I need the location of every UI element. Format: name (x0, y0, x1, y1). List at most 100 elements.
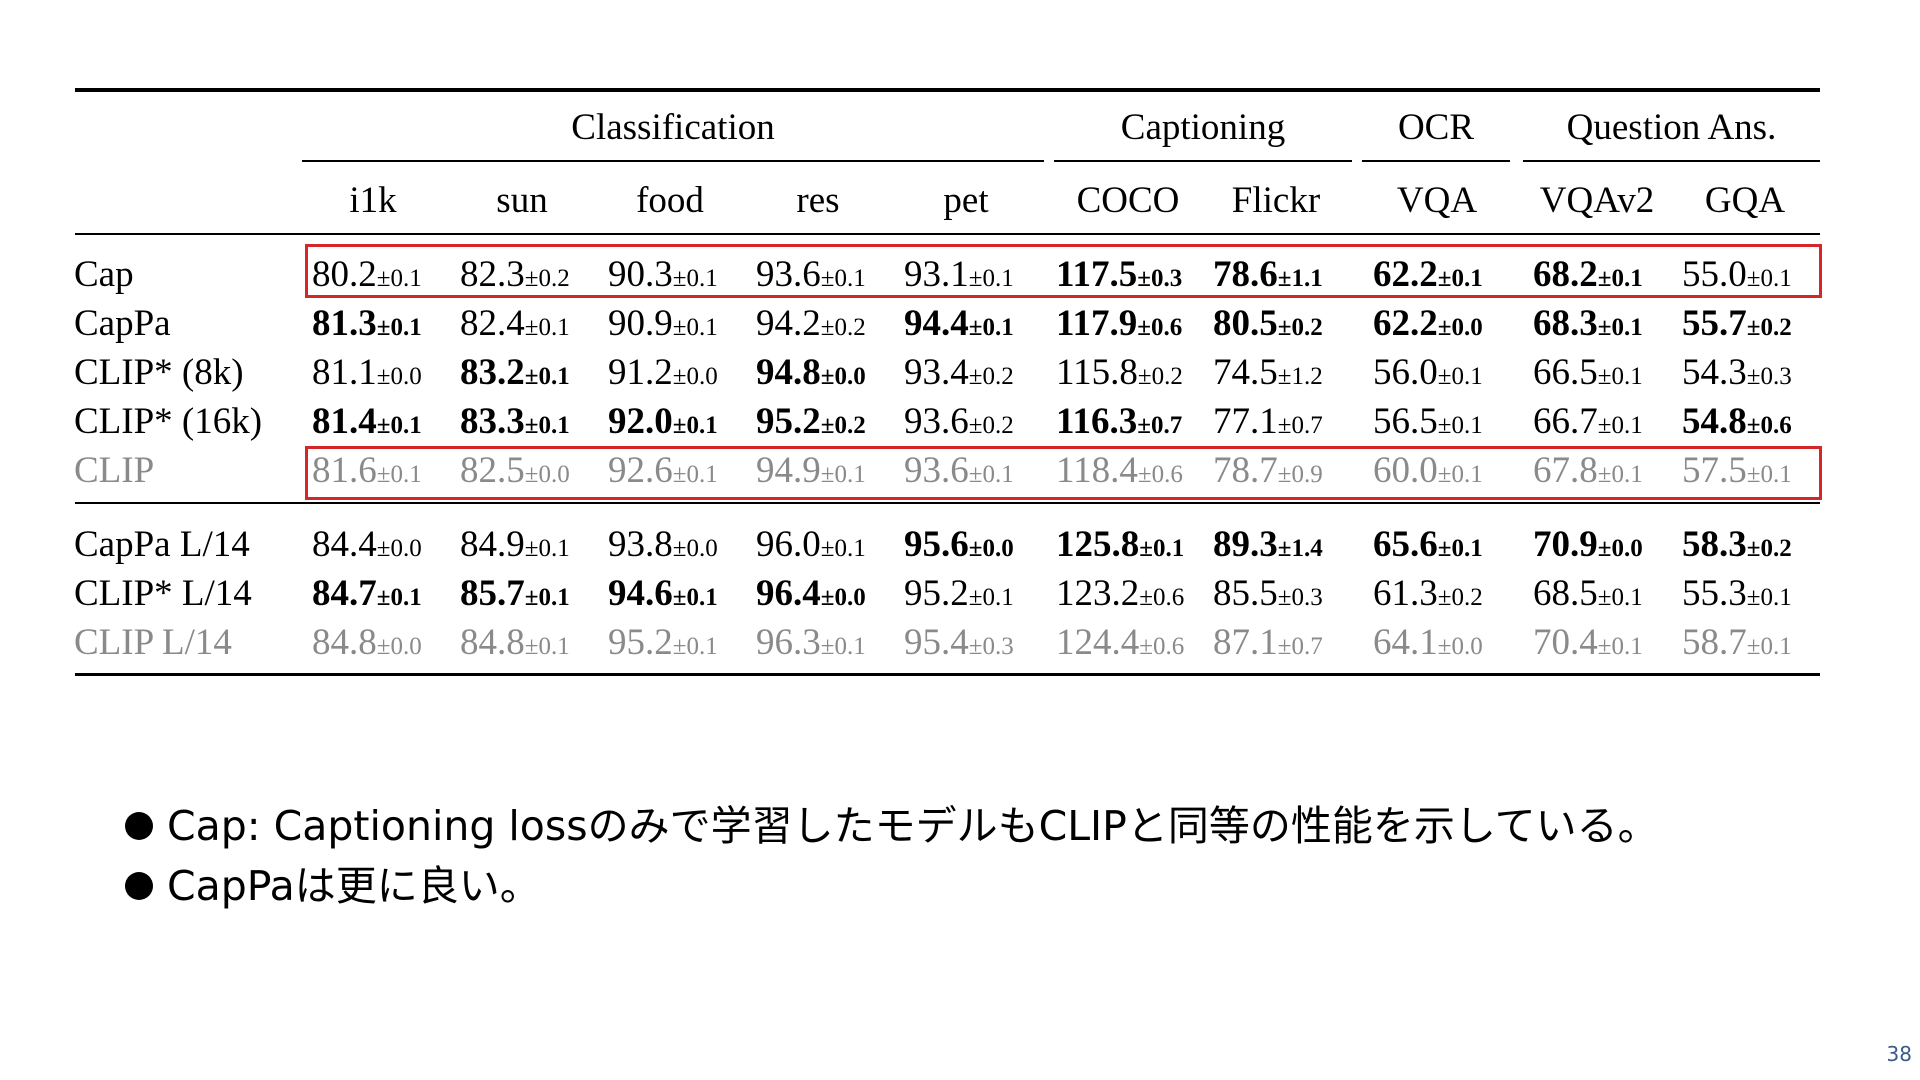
column-header-pet: pet (943, 180, 989, 221)
cell-std: ±0.1 (968, 314, 1014, 341)
table-cell: 95.2±0.1 (608, 622, 718, 668)
group-underline-question-ans (1523, 160, 1820, 162)
cell-value: 56.0 (1373, 352, 1438, 393)
table-cell: 64.1±0.0 (1373, 622, 1483, 668)
table-cell: 84.8±0.0 (312, 622, 422, 668)
bullet-text: CapPaは更に良い。 (167, 862, 541, 910)
table-cell: 81.6±0.1 (312, 450, 422, 496)
table-cell: 77.1±0.7 (1213, 401, 1323, 447)
cell-value: 91.2 (608, 352, 673, 393)
cell-std: ±0.1 (1746, 584, 1792, 611)
cell-std: ±0.6 (1139, 633, 1185, 660)
table-cell: 95.2±0.2 (756, 401, 866, 447)
cell-std: ±0.1 (524, 584, 570, 611)
cell-value: 68.2 (1533, 254, 1598, 295)
cell-std: ±0.2 (524, 265, 570, 292)
cell-std: ±0.3 (968, 633, 1014, 660)
table-cell: 82.5±0.0 (460, 450, 570, 496)
cell-value: 81.4 (312, 401, 377, 442)
table-cell: 118.4±0.6 (1056, 450, 1183, 496)
cell-std: ±1.2 (1277, 363, 1323, 390)
cell-std: ±0.0 (968, 535, 1014, 562)
cell-value: 92.6 (608, 450, 673, 491)
table-cell: 56.5±0.1 (1373, 401, 1483, 447)
cell-value: 95.4 (904, 622, 969, 663)
table-cell: 125.8±0.1 (1056, 524, 1184, 570)
cell-value: 93.1 (904, 254, 969, 295)
cell-std: ±0.1 (524, 412, 570, 439)
table-cell: 94.6±0.1 (608, 573, 718, 619)
cell-std: ±0.6 (1746, 412, 1792, 439)
cell-value: 54.3 (1682, 352, 1747, 393)
cell-std: ±0.1 (1437, 412, 1483, 439)
table-cell: 123.2±0.6 (1056, 573, 1184, 619)
cell-value: 55.7 (1682, 303, 1747, 344)
cell-value: 94.9 (756, 450, 821, 491)
cell-value: 94.6 (608, 573, 673, 614)
table-cell: 117.9±0.6 (1056, 303, 1182, 349)
bullet-item: Cap: Captioning lossのみで学習したモデルもCLIPと同等の性… (125, 796, 1659, 856)
cell-value: 95.6 (904, 524, 969, 565)
table-cell: 67.8±0.1 (1533, 450, 1643, 496)
cell-std: ±0.3 (1746, 363, 1792, 390)
group-underline-ocr (1362, 160, 1510, 162)
cell-std: ±0.1 (1437, 461, 1483, 488)
cell-std: ±0.1 (672, 314, 718, 341)
cell-value: 68.5 (1533, 573, 1598, 614)
cell-value: 96.0 (756, 524, 821, 565)
page-number: 38 (1886, 1042, 1912, 1066)
table-cell: 68.5±0.1 (1533, 573, 1643, 619)
cell-std: ±0.0 (376, 363, 422, 390)
cell-std: ±0.9 (1277, 461, 1323, 488)
cell-std: ±0.0 (1597, 535, 1643, 562)
column-header-flickr: Flickr (1231, 180, 1321, 221)
cell-value: 94.4 (904, 303, 969, 344)
cell-value: 89.3 (1213, 524, 1278, 565)
table-cell: 80.2±0.1 (312, 254, 422, 300)
highlight-box-clip-row (305, 446, 1822, 500)
cell-value: 94.2 (756, 303, 821, 344)
cell-std: ±0.1 (1437, 265, 1483, 292)
table-cell: 96.4±0.0 (756, 573, 866, 619)
bullet-dot-icon (125, 872, 153, 900)
cell-value: 80.2 (312, 254, 377, 295)
table-cell: 89.3±1.4 (1213, 524, 1323, 570)
bullet-dot-icon (125, 812, 153, 840)
cell-std: ±0.1 (968, 265, 1014, 292)
cell-value: 81.1 (312, 352, 377, 393)
cell-value: 83.3 (460, 401, 525, 442)
table-cell: 91.2±0.0 (608, 352, 718, 398)
cell-value: 66.7 (1533, 401, 1598, 442)
cell-std: ±0.1 (1746, 633, 1792, 660)
cell-value: 82.5 (460, 450, 525, 491)
column-header-vqa: VQA (1396, 180, 1478, 221)
cell-value: 116.3 (1056, 401, 1138, 442)
table-cell: 84.7±0.1 (312, 573, 422, 619)
table-cell: 66.7±0.1 (1533, 401, 1643, 447)
table-cell: 95.4±0.3 (904, 622, 1014, 668)
column-header-food: food (636, 180, 704, 221)
cell-value: 117.5 (1056, 254, 1138, 295)
cell-std: ±0.1 (820, 535, 866, 562)
table-cell: 85.5±0.3 (1213, 573, 1323, 619)
cell-value: 65.6 (1373, 524, 1438, 565)
cell-std: ±0.1 (1746, 265, 1792, 292)
cell-value: 95.2 (904, 573, 969, 614)
cell-value: 74.5 (1213, 352, 1278, 393)
cell-value: 55.0 (1682, 254, 1747, 295)
cell-value: 54.8 (1682, 401, 1747, 442)
cell-std: ±0.1 (672, 633, 718, 660)
cell-value: 60.0 (1373, 450, 1438, 491)
cell-value: 93.8 (608, 524, 673, 565)
cell-std: ±0.2 (1746, 314, 1792, 341)
cell-std: ±0.1 (820, 461, 866, 488)
table-cell: 92.6±0.1 (608, 450, 718, 496)
table-cell: 90.9±0.1 (608, 303, 718, 349)
cell-std: ±0.1 (1437, 535, 1483, 562)
table-cell: 93.6±0.2 (904, 401, 1014, 447)
table-cell: 55.3±0.1 (1682, 573, 1792, 619)
table-cell: 81.3±0.1 (312, 303, 422, 349)
table-cell: 83.3±0.1 (460, 401, 570, 447)
cell-std: ±0.0 (376, 633, 422, 660)
cell-value: 95.2 (608, 622, 673, 663)
